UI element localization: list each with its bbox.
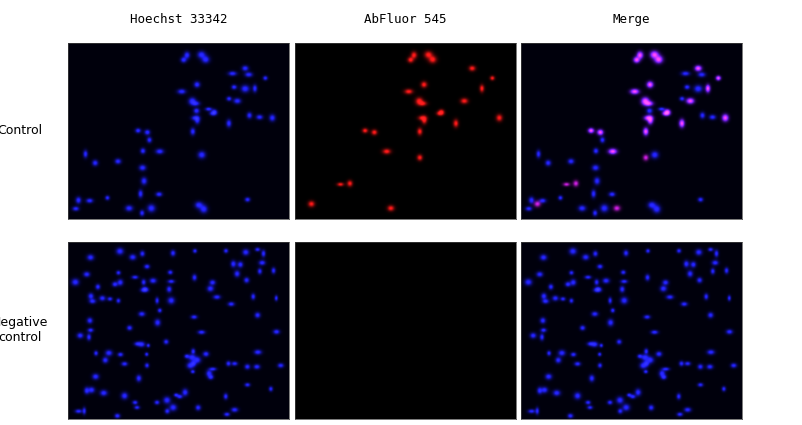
Text: AbFluor 545: AbFluor 545 bbox=[363, 13, 446, 26]
Text: Negative
control: Negative control bbox=[0, 317, 48, 344]
Text: Merge: Merge bbox=[612, 13, 650, 26]
Text: Control: Control bbox=[0, 124, 43, 137]
Text: Hoechst 33342: Hoechst 33342 bbox=[130, 13, 227, 26]
